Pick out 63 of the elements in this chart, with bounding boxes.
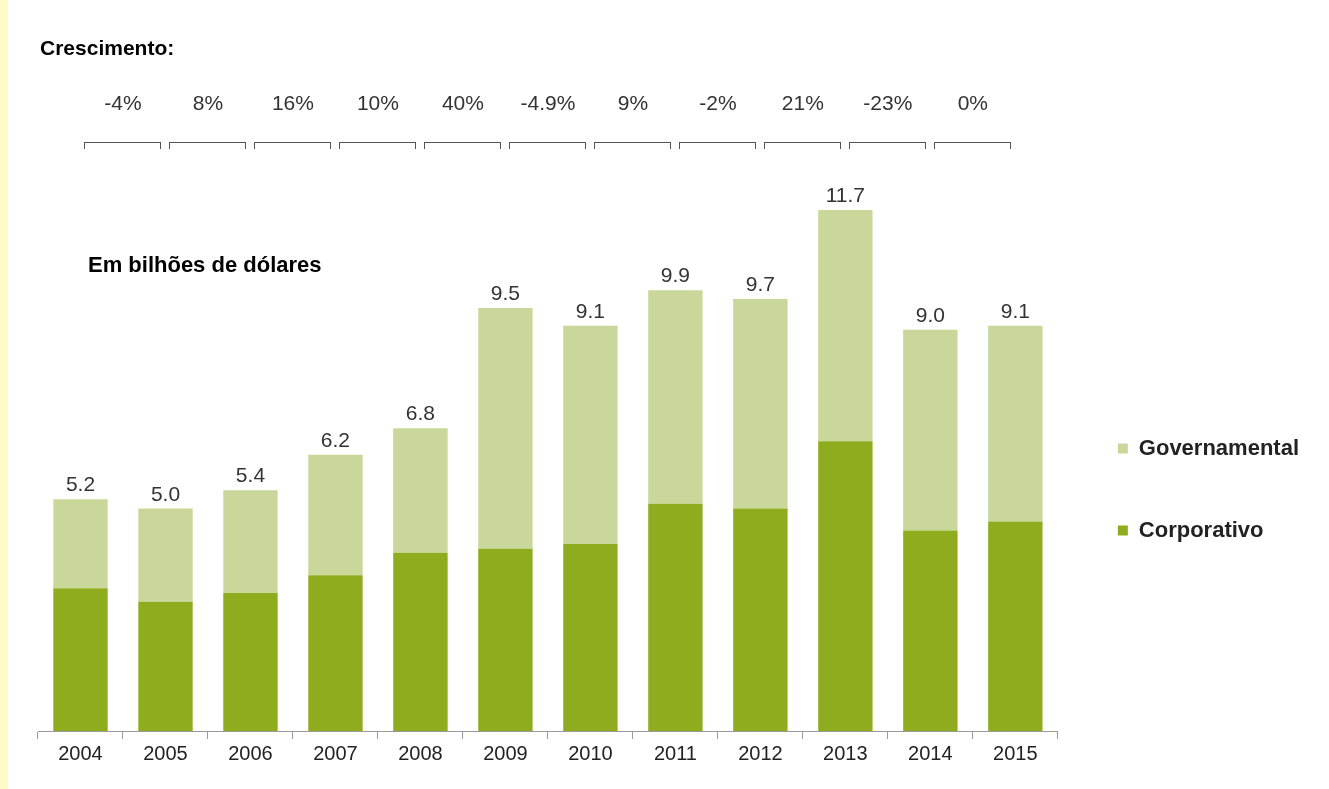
text: 9% (617, 91, 649, 114)
annotation: 6.2 (320, 427, 351, 451)
bar (733, 508, 788, 731)
x-tick-label: 2004 (58, 741, 103, 764)
text: -4.9% (520, 91, 576, 114)
bar (988, 325, 1043, 522)
bar (818, 441, 873, 731)
x-tick-label: 2013 (823, 741, 868, 764)
annotation: 11.7 (825, 183, 866, 206)
bar (903, 329, 958, 531)
bar (223, 592, 278, 731)
x-tick-label: 2009 (483, 741, 528, 764)
bar (393, 428, 448, 553)
x-tick-label: 2005 (143, 741, 188, 764)
text: 8% (192, 91, 224, 114)
annotation: 5.2 (65, 472, 96, 496)
bar (648, 503, 703, 731)
bar (478, 548, 533, 731)
annotation: 9.0 (915, 302, 945, 326)
bar (903, 530, 958, 731)
text: 16% (271, 91, 314, 114)
bar (53, 499, 108, 589)
text: 21% (781, 91, 824, 114)
text: 0% (957, 91, 989, 114)
annotation: 9.1 (1000, 298, 1030, 322)
text: -2% (699, 91, 737, 114)
chart-title: Crescimento: (40, 36, 175, 60)
x-tick-label: 2015 (993, 741, 1038, 764)
bar (308, 454, 363, 576)
x-tick-label: 2006 (228, 741, 273, 764)
bar (818, 210, 873, 442)
bar (393, 552, 448, 731)
bar (478, 307, 533, 549)
bar (563, 543, 618, 731)
annotation: 9.9 (660, 263, 690, 287)
x-tick-label: 2008 (398, 741, 443, 764)
text: Em bilhões de dólares (88, 252, 322, 278)
annotation: 6.8 (405, 401, 436, 425)
bar (53, 588, 108, 731)
text: -23% (863, 91, 913, 114)
bar (138, 601, 193, 731)
text: -4% (104, 91, 142, 114)
text: 10% (356, 91, 399, 114)
bar (988, 521, 1043, 731)
bar (308, 575, 363, 731)
bar (563, 325, 618, 544)
annotation: 5.4 (235, 463, 266, 487)
bar (138, 508, 193, 602)
annotation: 9.5 (490, 280, 521, 304)
annotation: 9.1 (575, 298, 606, 322)
x-tick-label: 2014 (908, 741, 953, 764)
annotation: 9.7 (745, 272, 775, 296)
x-tick-label: 2012 (738, 741, 783, 764)
bar (223, 490, 278, 593)
bar (733, 299, 788, 509)
bar (648, 290, 703, 504)
legend-label: Governamental (1138, 434, 1300, 460)
x-tick-label: 2007 (313, 741, 358, 764)
x-tick-label: 2010 (568, 741, 613, 764)
legend-label: Corporativo (1138, 516, 1264, 542)
text: 40% (441, 91, 484, 114)
x-tick-label: 2011 (653, 741, 697, 764)
annotation: 5.0 (150, 481, 181, 505)
